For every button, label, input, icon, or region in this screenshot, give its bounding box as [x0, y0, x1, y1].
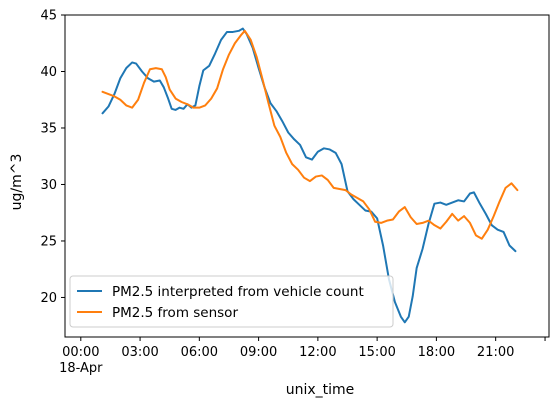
y-tick-label: 35 [40, 121, 57, 136]
axes-layer [64, 14, 550, 338]
legend-label-2: PM2.5 from sensor [112, 305, 238, 321]
x-tick-label: 15:00 [358, 345, 395, 360]
x-tick-label: 21:00 [477, 345, 514, 360]
x-tick-label: 18:00 [418, 345, 455, 360]
series-line-1 [101, 27, 517, 324]
series-layer [101, 27, 519, 324]
y-tick-label: 45 [40, 9, 57, 24]
series-line-2 [101, 29, 519, 240]
x-tick-label: 12:00 [299, 345, 336, 360]
y-tick-label: 25 [40, 234, 57, 249]
y-tick-label: 30 [40, 178, 57, 193]
y-tick-label: 40 [40, 65, 57, 80]
y-axis-label: ug/m^3 [9, 154, 25, 211]
x-tick-sublabel: 18-Apr [59, 361, 103, 376]
x-tick-label: 06:00 [181, 345, 218, 360]
legend-box [69, 275, 394, 328]
x-tick-label: 00:00 [62, 345, 99, 360]
legend: PM2.5 interpreted from vehicle count PM2.… [69, 275, 394, 328]
x-tick-label: 03:00 [121, 345, 158, 360]
y-tick-label: 20 [40, 291, 57, 306]
axes-frame [64, 14, 550, 338]
x-tick-label: 09:00 [240, 345, 277, 360]
x-axis-label: unix_time [286, 382, 355, 398]
legend-label-1: PM2.5 interpreted from vehicle count [112, 284, 364, 300]
